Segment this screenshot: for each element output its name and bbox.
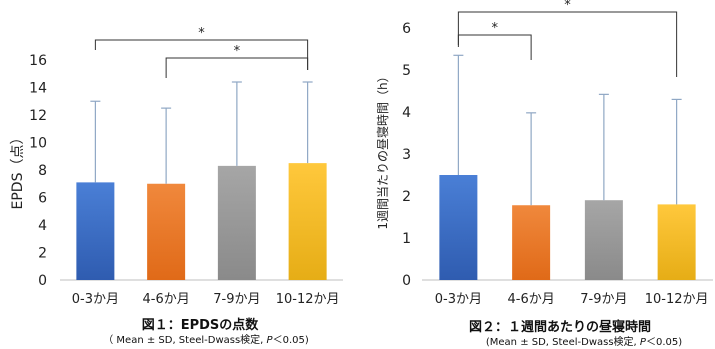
epds-bars: [76, 81, 327, 280]
y-tick-label: 4: [402, 105, 411, 121]
y-tick-label: 16: [29, 53, 47, 69]
nap-significance: **: [457, 0, 678, 77]
nap-caption: 図２：１週間あたりの昼寝時間: [469, 319, 651, 335]
bar-1: [147, 183, 186, 280]
epds-note: （ Mean ± SD, Steel-Dwass検定, P＜0.05): [103, 333, 309, 346]
category-label-0: 0-3か月: [72, 292, 119, 307]
significance-star-1: *: [234, 44, 241, 59]
y-tick-label: 2: [402, 189, 411, 205]
y-tick-label: 0: [38, 273, 47, 289]
nap-y-axis-label: 1週間当たりの昼寝時間（h）: [375, 70, 390, 229]
epds-caption: 図１：EPDSの点数: [142, 317, 260, 333]
y-tick-label: 14: [29, 81, 47, 97]
y-tick-label: 1: [402, 231, 411, 247]
category-label-3: 10-12か月: [276, 292, 340, 307]
category-label-2: 7-9か月: [580, 292, 627, 307]
category-label-3: 10-12か月: [645, 292, 709, 307]
y-tick-label: 6: [402, 21, 411, 37]
significance-star-1: *: [492, 21, 499, 36]
epds-y-axis: 0 2 4 6 8 10 12 14 16: [29, 53, 343, 289]
bar-3: [657, 204, 696, 280]
nap-note: (Mean ± SD, Steel-Dwass検定, P＜0.05): [486, 335, 682, 348]
epds-significance: **: [94, 26, 309, 78]
bar-0: [439, 175, 478, 280]
bar-3: [288, 163, 327, 280]
y-tick-label: 3: [402, 147, 411, 163]
y-tick-label: 12: [29, 108, 47, 124]
bar-2: [217, 165, 256, 280]
significance-bracket-1: [165, 57, 309, 78]
category-label-1: 4-6か月: [508, 292, 555, 307]
y-tick-label: 6: [38, 191, 47, 207]
y-tick-label: 10: [29, 136, 47, 152]
y-tick-label: 5: [402, 63, 411, 79]
bar-1: [512, 205, 551, 280]
category-label-1: 4-6か月: [143, 292, 190, 307]
significance-bracket-0: [94, 39, 309, 70]
y-tick-label: 0: [402, 273, 411, 289]
y-tick-label: 2: [38, 246, 47, 262]
y-tick-label: 4: [38, 218, 47, 234]
nap-category-labels: 0-3か月 4-6か月 7-9か月 10-12か月: [435, 292, 709, 307]
significance-bracket-0: [457, 11, 678, 77]
y-tick-label: 8: [38, 163, 47, 179]
bar-0: [76, 182, 115, 280]
epds-y-axis-label: EPDS（点）: [10, 131, 26, 210]
epds-category-labels: 0-3か月 4-6か月 7-9か月 10-12か月: [72, 292, 340, 307]
bar-2: [584, 200, 623, 280]
significance-star-0: *: [564, 0, 571, 13]
nap-bars: [439, 54, 696, 280]
significance-bracket-1: [457, 34, 532, 60]
significance-star-0: *: [198, 26, 205, 41]
category-label-2: 7-9か月: [213, 292, 260, 307]
category-label-0: 0-3か月: [435, 292, 482, 307]
